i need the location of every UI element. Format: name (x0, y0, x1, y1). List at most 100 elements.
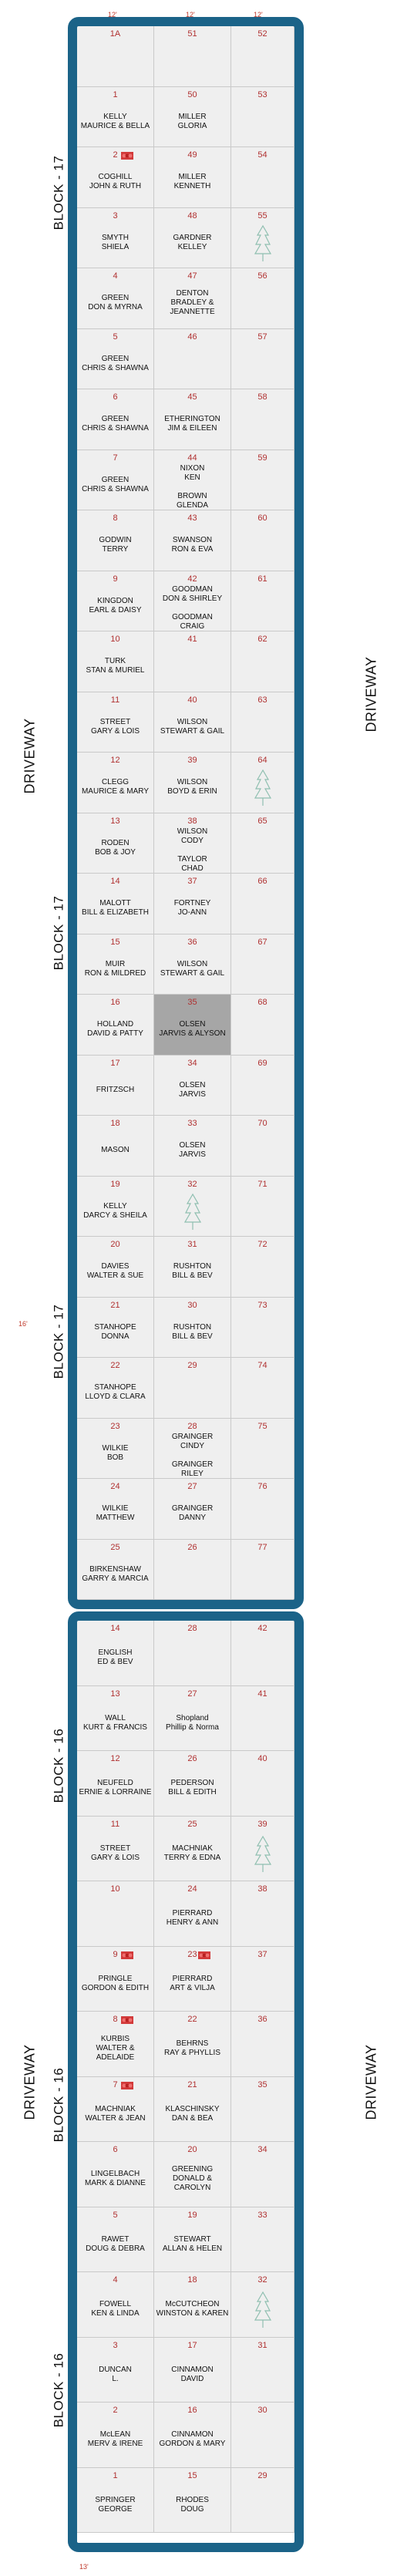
plot-block17-24[interactable]: 24 WILKIE MATTHEW (77, 1479, 154, 1540)
plot-block17-28[interactable]: 28 GRAINGER CINDY GRAINGER RILEY (154, 1418, 231, 1479)
plot-block17-55[interactable]: 55 (231, 207, 294, 268)
plot-block17-45[interactable]: 45 ETHERINGTON JIM & EILEEN (154, 389, 231, 450)
plot-block17-7[interactable]: 7 GREEN CHRIS & SHAWNA (77, 450, 154, 510)
plot-block17-6[interactable]: 6 GREEN CHRIS & SHAWNA (77, 389, 154, 450)
plot-block17-21[interactable]: 21 STANHOPE DONNA (77, 1297, 154, 1358)
plot-block16-3[interactable]: 3 DUNCAN L. (77, 2337, 154, 2403)
plot-block17-36[interactable]: 36 WILSON STEWART & GAIL (154, 934, 231, 995)
plot-block16-18[interactable]: 18 McCUTCHEON WINSTON & KAREN (154, 2272, 231, 2338)
plot-block17-43[interactable]: 43 SWANSON RON & EVA (154, 510, 231, 571)
plot-block17-61[interactable]: 61 (231, 571, 294, 631)
plot-block16-8[interactable]: 8 KURBIS WALTER & ADELAIDE (77, 2012, 154, 2077)
plot-block17-14[interactable]: 14 MALOTT BILL & ELIZABETH (77, 874, 154, 934)
plot-block17-32[interactable]: 32 (154, 1176, 231, 1237)
plot-block17-77[interactable]: 77 (231, 1539, 294, 1600)
plot-block17-39[interactable]: 39 WILSON BOYD & ERIN (154, 753, 231, 813)
plot-block17-29[interactable]: 29 (154, 1358, 231, 1419)
plot-block17-71[interactable]: 71 (231, 1176, 294, 1237)
plot-block16-6[interactable]: 6 LINGELBACH MARK & DIANNE (77, 2142, 154, 2207)
plot-block17-3[interactable]: 3 SMYTH SHIELA (77, 207, 154, 268)
plot-block16-11[interactable]: 11 STREET GARY & LOIS (77, 1816, 154, 1881)
plot-block17-49[interactable]: 49 MILLER KENNETH (154, 147, 231, 208)
plot-block16-14[interactable]: 14 ENGLISH ED & BEV (77, 1621, 154, 1686)
plot-block16-35[interactable]: 35 (231, 2076, 294, 2142)
plot-block16-17[interactable]: 17 CINNAMON DAVID (154, 2337, 231, 2403)
plot-block16-41[interactable]: 41 (231, 1685, 294, 1751)
plot-block17-20[interactable]: 20 DAVIES WALTER & SUE (77, 1237, 154, 1298)
plot-block17-73[interactable]: 73 (231, 1297, 294, 1358)
plot-block17-67[interactable]: 67 (231, 934, 294, 995)
plot-block16-21[interactable]: 21 KLASCHINSKY DAN & BEA (154, 2076, 231, 2142)
plot-block16-9[interactable]: 9 PRINGLE GORDON & EDITH (77, 1946, 154, 2012)
plot-block16-27[interactable]: 27 Shopland Phillip & Norma (154, 1685, 231, 1751)
plot-block17-74[interactable]: 74 (231, 1358, 294, 1419)
plot-block16-23[interactable]: 23 PIERRARD ART & VILJA (154, 1946, 231, 2012)
plot-block17-58[interactable]: 58 (231, 389, 294, 450)
plot-block16-31[interactable]: 31 (231, 2337, 294, 2403)
plot-block17-40[interactable]: 40 WILSON STEWART & GAIL (154, 692, 231, 753)
plot-block17-23[interactable]: 23 WILKIE BOB (77, 1418, 154, 1479)
plot-block16-40[interactable]: 40 (231, 1751, 294, 1817)
plot-block17-11[interactable]: 11 STREET GARY & LOIS (77, 692, 154, 753)
plot-block16-15[interactable]: 15 RHODES DOUG (154, 2467, 231, 2533)
plot-block17-64[interactable]: 64 (231, 753, 294, 813)
plot-block17-16[interactable]: 16 HOLLAND DAVID & PATTY (77, 995, 154, 1056)
plot-block17-5[interactable]: 5 GREEN CHRIS & SHAWNA (77, 328, 154, 389)
plot-block17-51[interactable]: 51 (154, 26, 231, 87)
plot-block17-46[interactable]: 46 (154, 328, 231, 389)
plot-block17-10[interactable]: 10 TURK STAN & MURIEL (77, 631, 154, 692)
plot-block17-68[interactable]: 68 (231, 995, 294, 1056)
plot-block17-59[interactable]: 59 (231, 450, 294, 510)
plot-block16-13[interactable]: 13 WALL KURT & FRANCIS (77, 1685, 154, 1751)
plot-block17-42[interactable]: 42 GOODMAN DON & SHIRLEY GOODMAN CRAIG (154, 571, 231, 631)
plot-block17-17[interactable]: 17 FRITZSCH (77, 1055, 154, 1116)
plot-block16-20[interactable]: 20 GREENING DONALD & CAROLYN (154, 2142, 231, 2207)
plot-block17-69[interactable]: 69 (231, 1055, 294, 1116)
plot-block16-19[interactable]: 19 STEWART ALLAN & HELEN (154, 2207, 231, 2272)
plot-block17-44[interactable]: 44 NIXON KEN BROWN GLENDA (154, 450, 231, 510)
plot-block17-53[interactable]: 53 (231, 86, 294, 147)
plot-block17-13[interactable]: 13 RODEN BOB & JOY (77, 813, 154, 874)
plot-block16-12[interactable]: 12 NEUFELD ERNIE & LORRAINE (77, 1751, 154, 1817)
plot-block17-34[interactable]: 34 OLSEN JARVIS (154, 1055, 231, 1116)
plot-block17-12[interactable]: 12 CLEGG MAURICE & MARY (77, 753, 154, 813)
plot-block17-27[interactable]: 27 GRAINGER DANNY (154, 1479, 231, 1540)
plot-block16-42[interactable]: 42 (231, 1621, 294, 1686)
plot-block17-72[interactable]: 72 (231, 1237, 294, 1298)
plot-block17-15[interactable]: 15 MUIR RON & MILDRED (77, 934, 154, 995)
plot-block16-28[interactable]: 28 (154, 1621, 231, 1686)
plot-block17-33[interactable]: 33 OLSEN JARVIS (154, 1116, 231, 1177)
plot-block17-57[interactable]: 57 (231, 328, 294, 389)
plot-block17-76[interactable]: 76 (231, 1479, 294, 1540)
plot-block17-52[interactable]: 52 (231, 26, 294, 87)
plot-block17-22[interactable]: 22 STANHOPE LLOYD & CLARA (77, 1358, 154, 1419)
plot-block16-2[interactable]: 2 McLEAN MERV & IRENE (77, 2403, 154, 2468)
plot-block17-38[interactable]: 38 WILSON CODY TAYLOR CHAD (154, 813, 231, 874)
plot-block16-34[interactable]: 34 (231, 2142, 294, 2207)
plot-block17-31[interactable]: 31 RUSHTON BILL & BEV (154, 1237, 231, 1298)
plot-block16-29[interactable]: 29 (231, 2467, 294, 2533)
plot-block16-5[interactable]: 5 RAWET DOUG & DEBRA (77, 2207, 154, 2272)
plot-block17-1A[interactable]: 1A (77, 26, 154, 87)
plot-block17-4[interactable]: 4 GREEN DON & MYRNA (77, 268, 154, 329)
plot-block16-33[interactable]: 33 (231, 2207, 294, 2272)
plot-block17-54[interactable]: 54 (231, 147, 294, 208)
plot-block17-48[interactable]: 48 GARDNER KELLEY (154, 207, 231, 268)
plot-block17-60[interactable]: 60 (231, 510, 294, 571)
plot-block17-30[interactable]: 30 RUSHTON BILL & BEV (154, 1297, 231, 1358)
plot-block17-41[interactable]: 41 (154, 631, 231, 692)
plot-block16-22[interactable]: 22 BEHRNS RAY & PHYLLIS (154, 2012, 231, 2077)
plot-block16-37[interactable]: 37 (231, 1946, 294, 2012)
plot-block17-35[interactable]: 35 OLSEN JARVIS & ALYSON (154, 995, 231, 1056)
plot-block17-70[interactable]: 70 (231, 1116, 294, 1177)
plot-block16-4[interactable]: 4 FOWELL KEN & LINDA (77, 2272, 154, 2338)
plot-block16-24[interactable]: 24 PIERRARD HENRY & ANN (154, 1881, 231, 1947)
plot-block16-26[interactable]: 26 PEDERSON BILL & EDITH (154, 1751, 231, 1817)
plot-block17-18[interactable]: 18 MASON (77, 1116, 154, 1177)
plot-block17-8[interactable]: 8 GODWIN TERRY (77, 510, 154, 571)
plot-block17-65[interactable]: 65 (231, 813, 294, 874)
plot-block17-50[interactable]: 50 MILLER GLORIA (154, 86, 231, 147)
plot-block17-1[interactable]: 1 KELLY MAURICE & BELLA (77, 86, 154, 147)
plot-block17-75[interactable]: 75 (231, 1418, 294, 1479)
plot-block16-30[interactable]: 30 (231, 2403, 294, 2468)
